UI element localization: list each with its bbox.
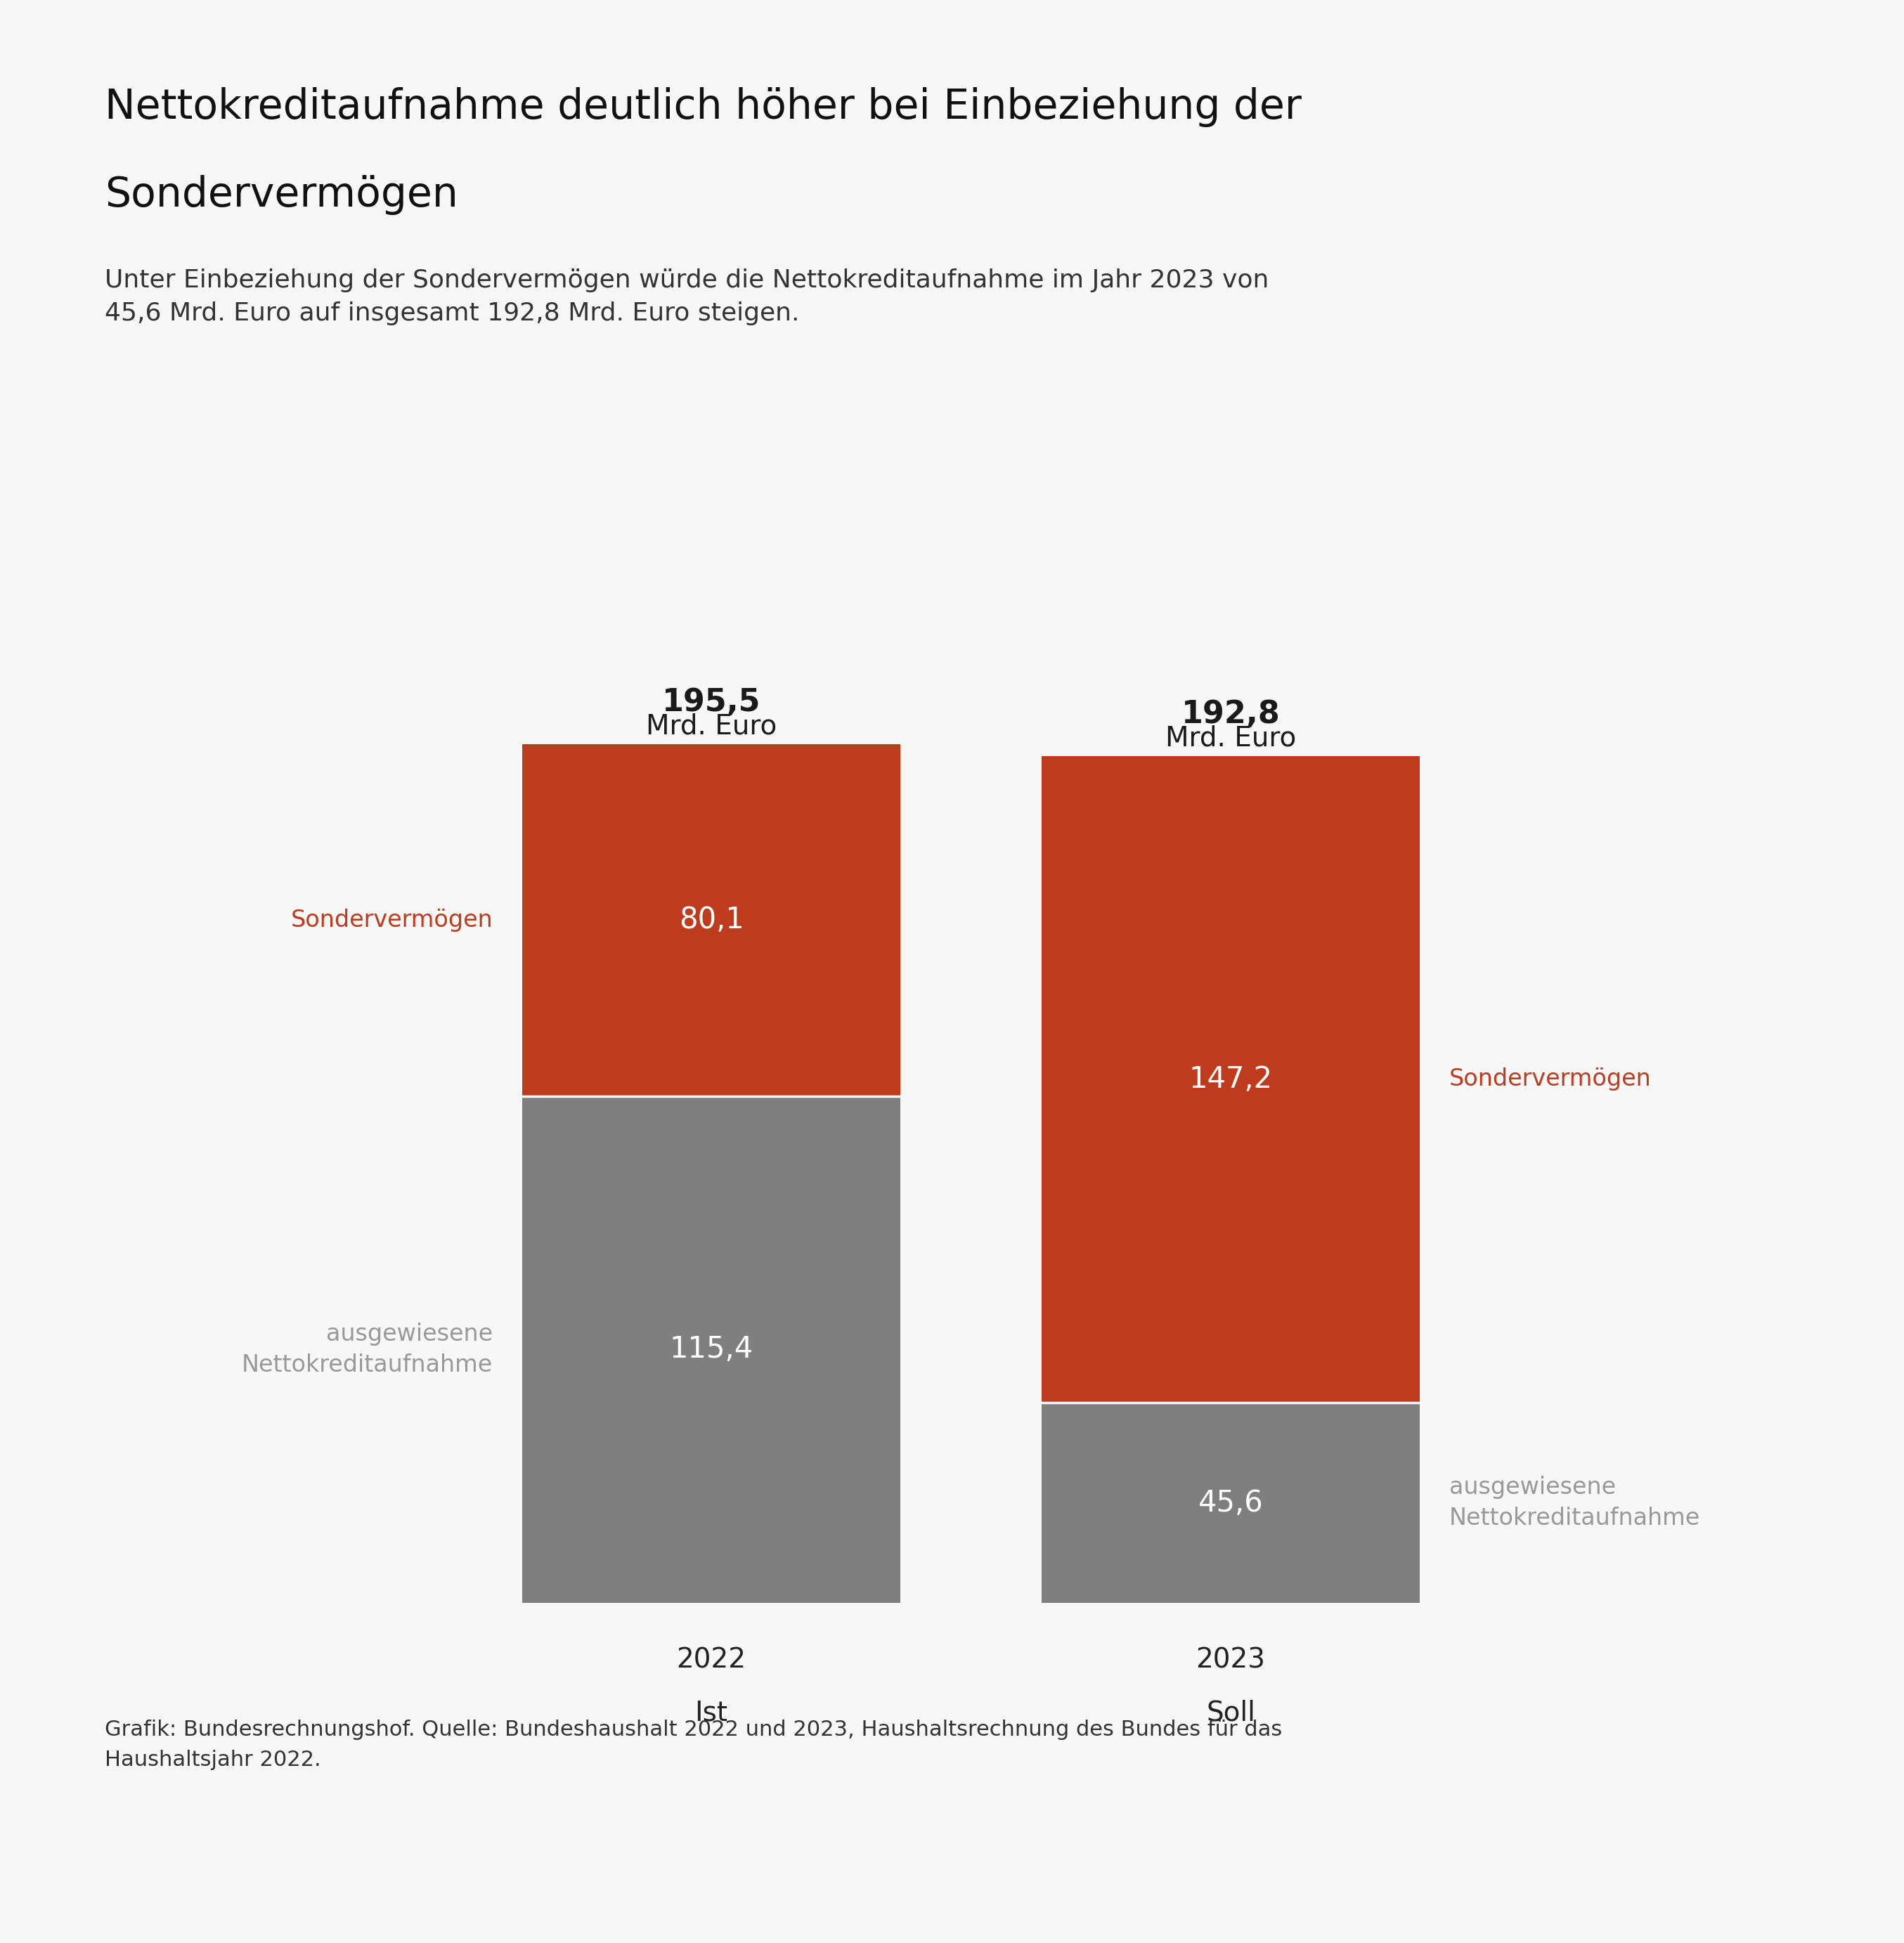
Text: Sondervermögen: Sondervermögen xyxy=(291,909,493,933)
FancyBboxPatch shape xyxy=(522,1096,901,1603)
Text: Ist: Ist xyxy=(695,1700,727,1725)
Text: Grafik: Bundesrechnungshof. Quelle: Bundeshaushalt 2022 und 2023, Haushaltsrechn: Grafik: Bundesrechnungshof. Quelle: Bund… xyxy=(105,1720,1281,1770)
Text: ausgewiesene
Nettokreditaufnahme: ausgewiesene Nettokreditaufnahme xyxy=(242,1323,493,1376)
Text: 80,1: 80,1 xyxy=(678,905,744,935)
Text: 45,6: 45,6 xyxy=(1198,1488,1264,1517)
Text: Sondervermögen: Sondervermögen xyxy=(1449,1069,1651,1090)
Text: 195,5: 195,5 xyxy=(663,688,762,717)
FancyBboxPatch shape xyxy=(1041,756,1420,1403)
Text: ausgewiesene
Nettokreditaufnahme: ausgewiesene Nettokreditaufnahme xyxy=(1449,1477,1700,1529)
FancyBboxPatch shape xyxy=(1041,1403,1420,1603)
Text: 147,2: 147,2 xyxy=(1188,1065,1272,1094)
Text: Soll: Soll xyxy=(1207,1700,1255,1725)
Text: 2023: 2023 xyxy=(1196,1648,1266,1673)
Text: 2022: 2022 xyxy=(676,1648,746,1673)
Text: 115,4: 115,4 xyxy=(670,1335,754,1364)
Text: Mrd. Euro: Mrd. Euro xyxy=(645,713,777,740)
Text: Unter Einbeziehung der Sondervermögen würde die Nettokreditaufnahme im Jahr 2023: Unter Einbeziehung der Sondervermögen wü… xyxy=(105,268,1268,324)
FancyBboxPatch shape xyxy=(522,744,901,1096)
Text: 192,8: 192,8 xyxy=(1180,699,1279,731)
Text: Nettokreditaufnahme deutlich höher bei Einbeziehung der: Nettokreditaufnahme deutlich höher bei E… xyxy=(105,87,1302,128)
Text: Sondervermögen: Sondervermögen xyxy=(105,175,459,216)
Text: Mrd. Euro: Mrd. Euro xyxy=(1165,725,1297,752)
